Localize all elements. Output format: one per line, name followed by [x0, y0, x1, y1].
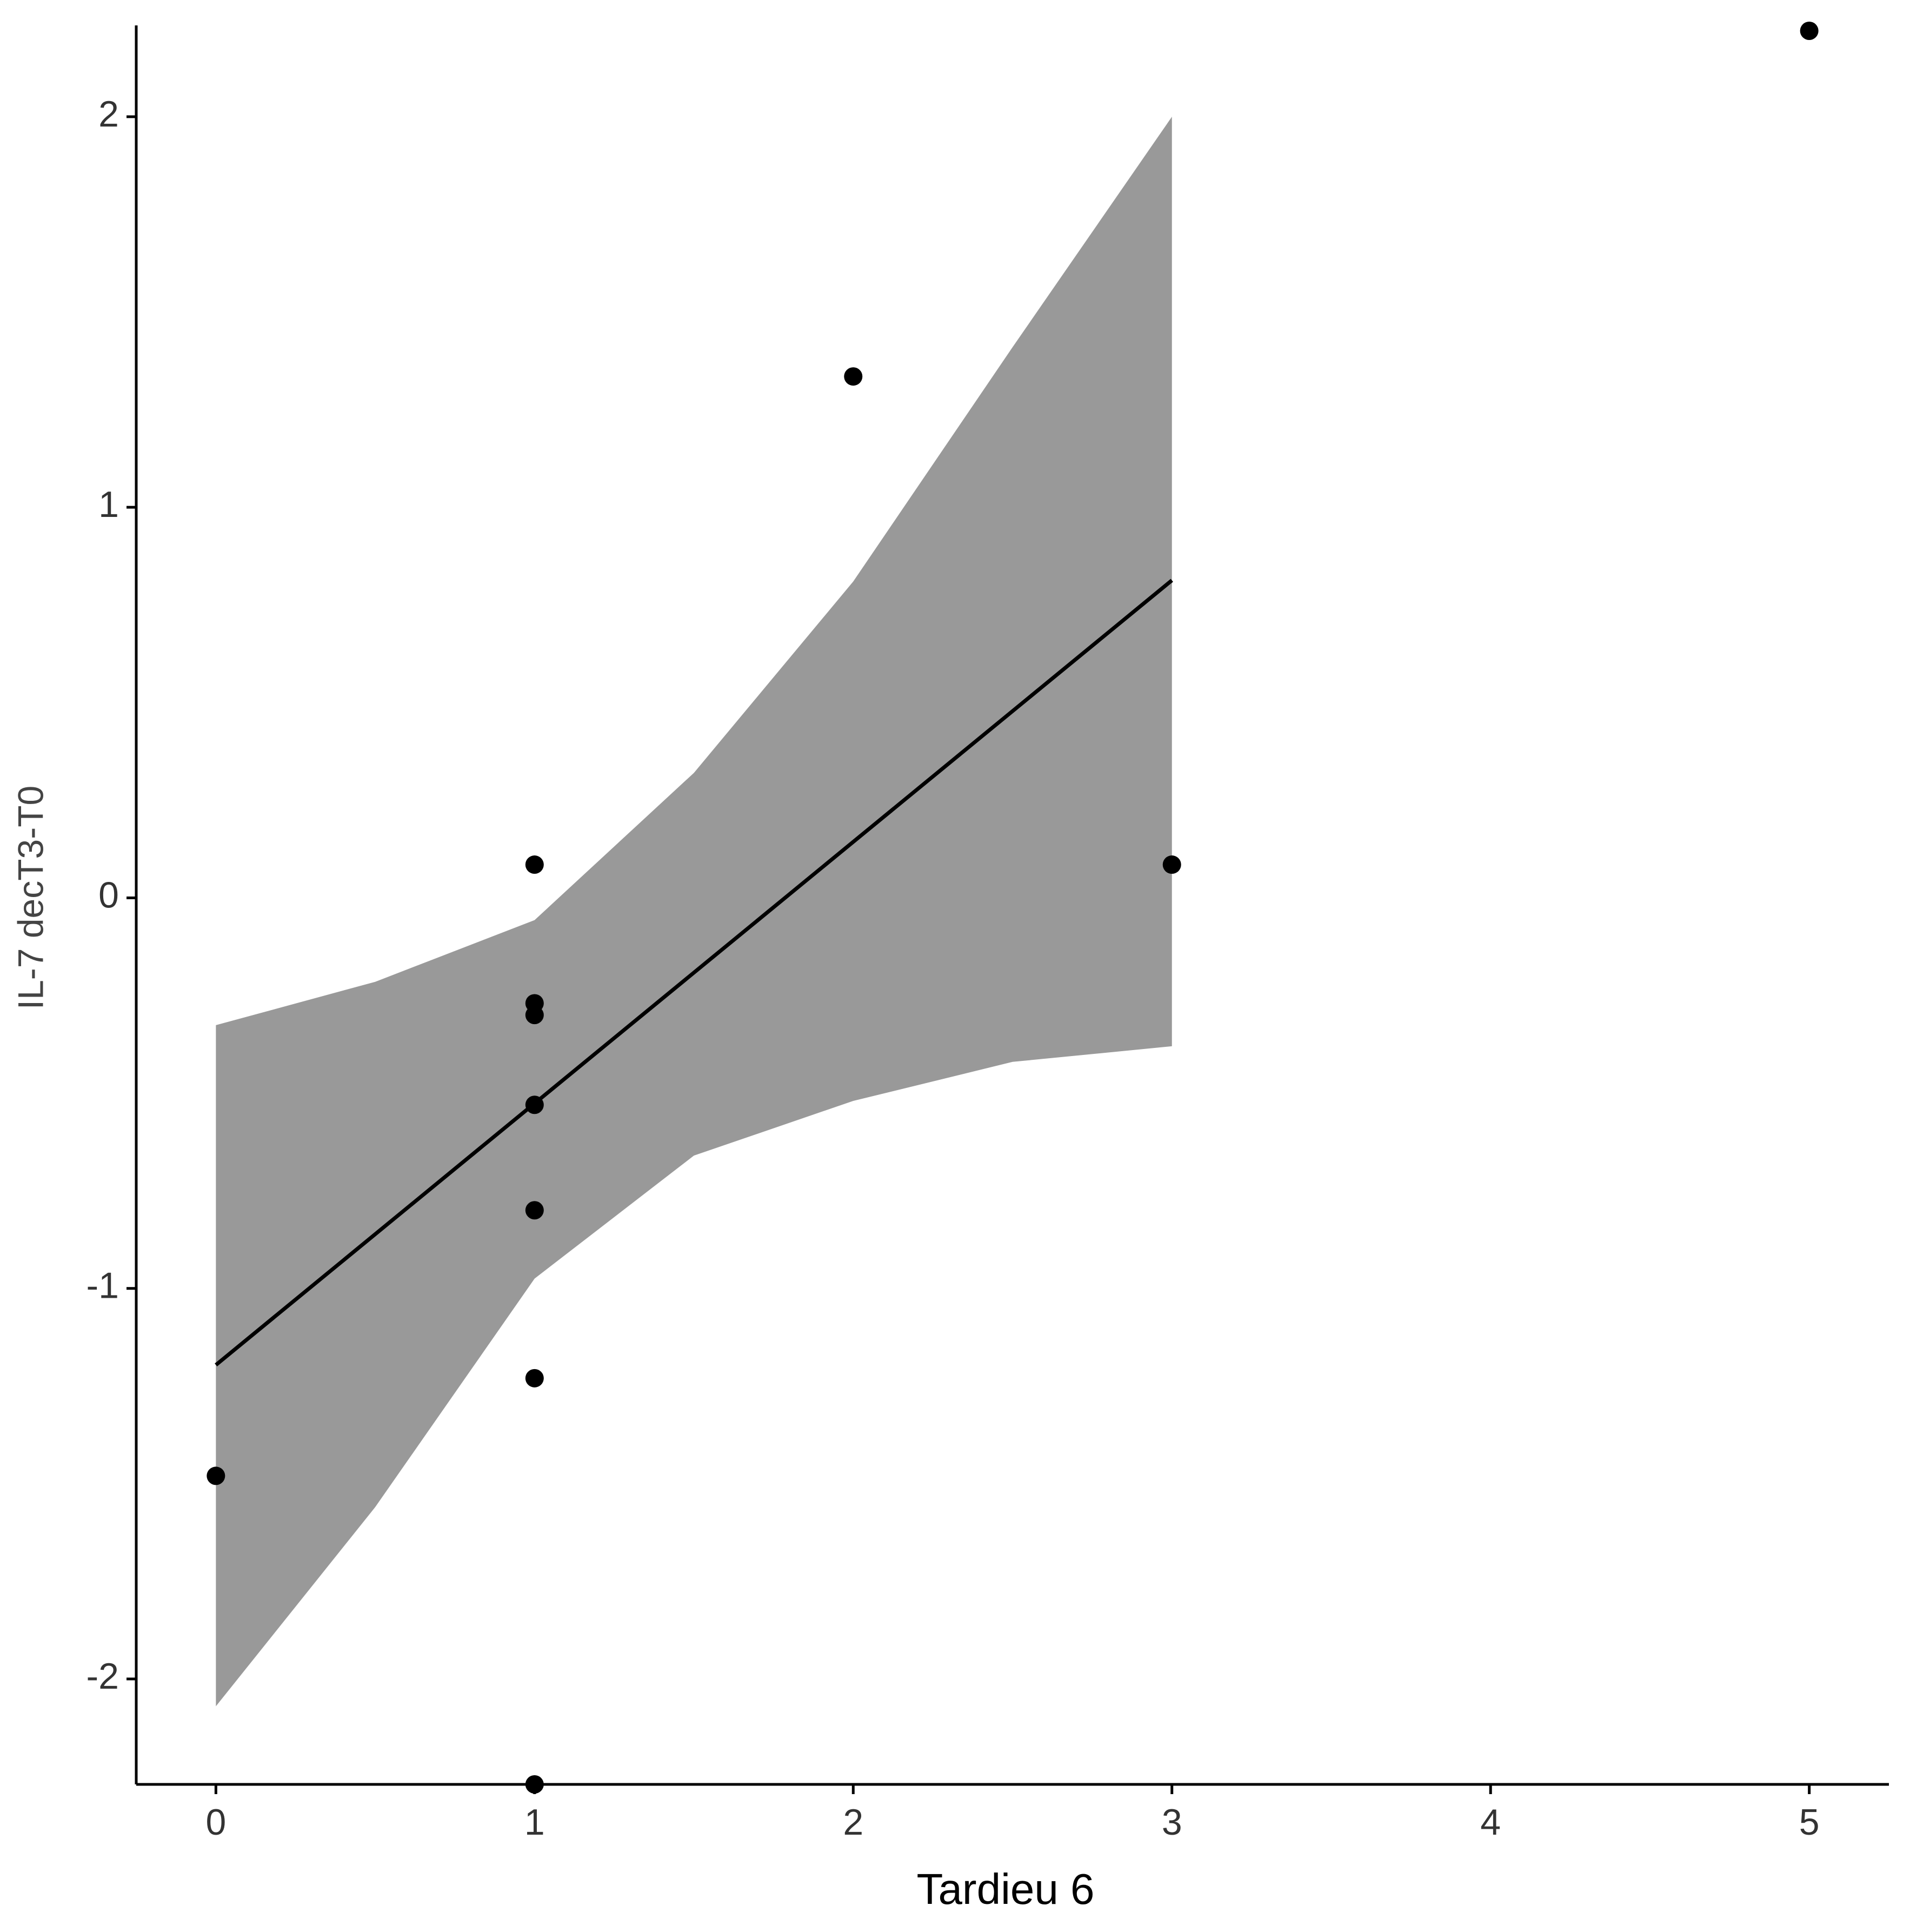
x-tick-label: 5: [1799, 1802, 1820, 1843]
x-axis-title: Tardieu 6: [916, 1865, 1094, 1913]
y-tick-label: 0: [98, 874, 119, 915]
x-tick-label: 3: [1162, 1802, 1182, 1843]
confidence-band: [216, 116, 1172, 1707]
y-axis-title: IL-7 decT3-T0: [10, 786, 50, 1010]
point: [525, 1006, 544, 1025]
y-tick-label: 2: [98, 94, 119, 135]
point: [207, 1466, 225, 1485]
point: [1800, 22, 1819, 40]
x-tick-label: 1: [524, 1802, 545, 1843]
x-tick-label: 2: [843, 1802, 863, 1843]
point: [525, 1096, 544, 1114]
point: [1162, 855, 1181, 874]
x-tick-label: 0: [205, 1802, 226, 1843]
y-tick-label: -1: [86, 1265, 119, 1306]
point: [525, 1369, 544, 1387]
point: [525, 855, 544, 874]
point: [844, 367, 863, 386]
x-tick-label: 4: [1480, 1802, 1501, 1843]
fit-line: [215, 579, 1173, 1366]
y-tick-label: 1: [98, 484, 119, 525]
point: [525, 1201, 544, 1220]
y-tick-label: -2: [86, 1656, 119, 1697]
